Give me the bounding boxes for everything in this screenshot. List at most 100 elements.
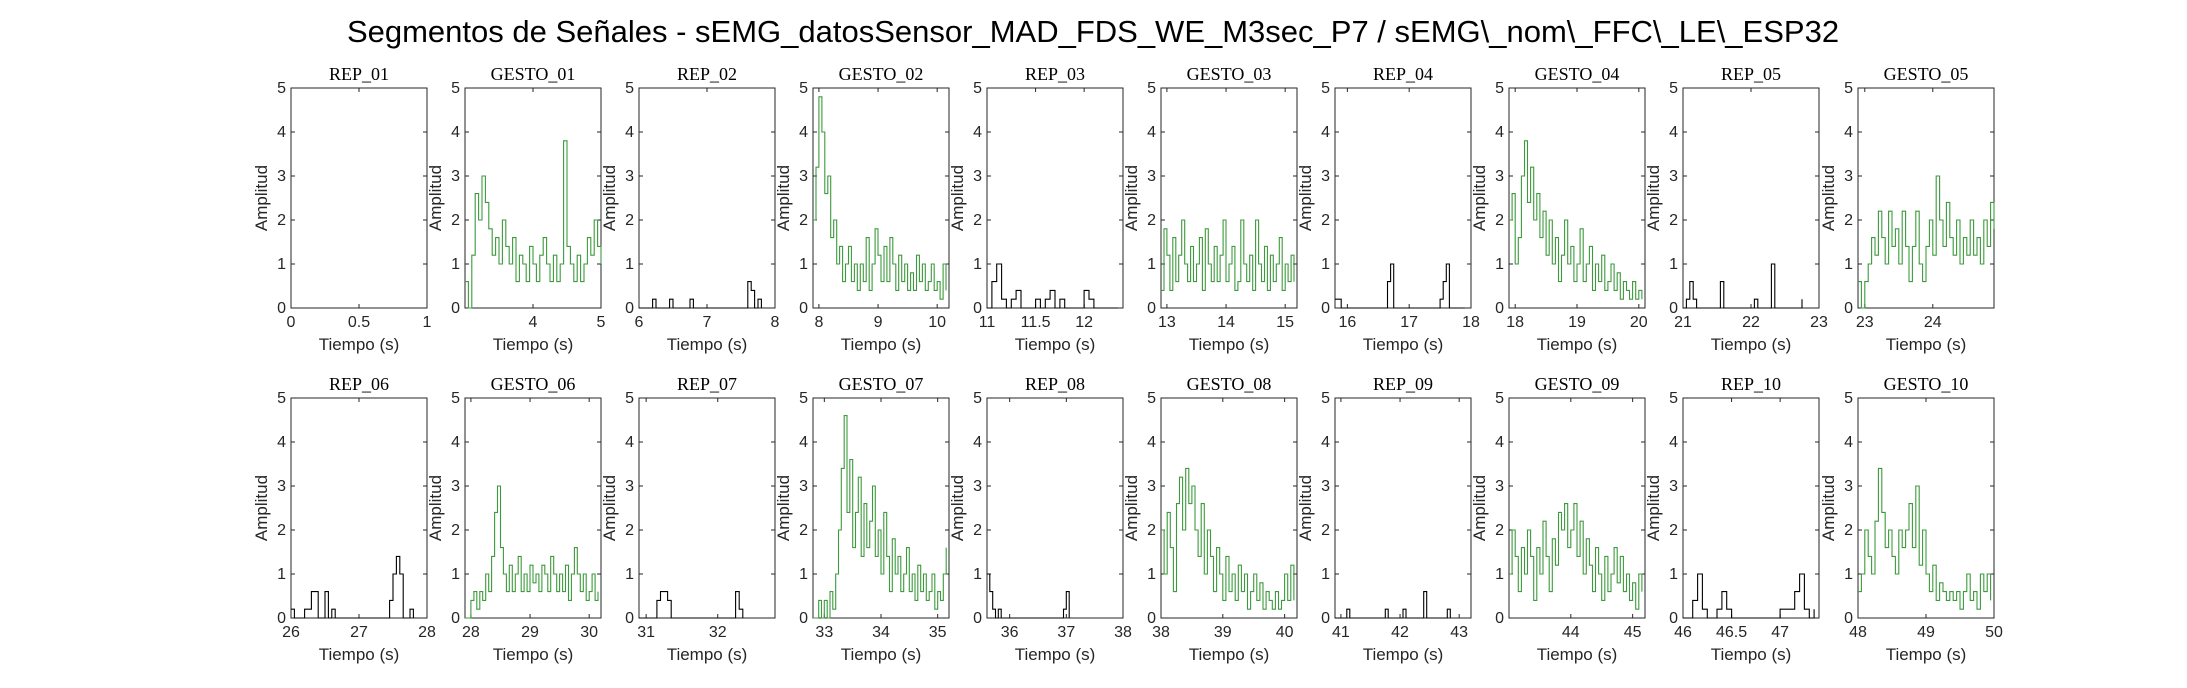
signal-line: [1161, 467, 1295, 610]
y-tick-label: 4: [1495, 434, 1504, 451]
y-tick-label: 4: [1321, 124, 1330, 141]
x-tick-label: 27: [350, 624, 368, 641]
signal-line: [291, 555, 414, 619]
y-tick-label: 1: [625, 256, 634, 273]
y-axis-label: Amplitud: [948, 165, 967, 231]
x-tick-label: 14: [1217, 314, 1235, 331]
x-axis-label: Tiempo (s): [1363, 645, 1444, 664]
x-tick-label: 46: [1674, 624, 1692, 641]
y-tick-label: 0: [451, 610, 460, 627]
x-tick-label: 20: [1630, 314, 1648, 331]
y-tick-label: 1: [1669, 566, 1678, 583]
y-tick-label: 3: [1844, 168, 1853, 185]
x-axis-label: Tiempo (s): [493, 645, 574, 664]
y-tick-label: 1: [277, 566, 286, 583]
x-axis-label: Tiempo (s): [1711, 335, 1792, 354]
subplot-title: REP_04: [1373, 64, 1433, 84]
subplot-title: GESTO_10: [1884, 374, 1969, 394]
y-axis-label: Amplitud: [1122, 475, 1141, 541]
subplot-gesto-02: GESTO_02 0 1 2 3 4 5 8 9 10 Tiempo (s) Amplitud: [774, 64, 950, 354]
x-tick-label: 32: [709, 624, 727, 641]
x-axis-label: Tiempo (s): [1537, 335, 1618, 354]
axes-box: [812, 397, 950, 619]
y-tick-label: 0: [625, 300, 634, 317]
y-tick-label: 4: [1495, 124, 1504, 141]
y-tick-label: 0: [973, 610, 982, 627]
y-tick-label: 1: [451, 566, 460, 583]
x-tick-label: 31: [637, 624, 655, 641]
x-tick-label: 35: [929, 624, 947, 641]
y-tick-label: 4: [277, 124, 286, 141]
y-tick-label: 5: [799, 390, 808, 407]
subplot-rep-01: REP_01 0 1 2 3 4 5 0 0.5 1 Tiempo (s) Amplitud: [252, 64, 432, 354]
x-axis-label: Tiempo (s): [1189, 645, 1270, 664]
y-tick-label: 0: [277, 610, 286, 627]
x-axis-label: Tiempo (s): [667, 645, 748, 664]
subplot-title: REP_08: [1025, 374, 1085, 394]
x-tick-label: 38: [1152, 624, 1170, 641]
x-tick-label: 5: [597, 314, 606, 331]
y-tick-label: 2: [1669, 212, 1678, 229]
subplot-rep-04: REP_04 0 1 2 3 4 5 16 17 18 Tiempo (s) Amplitud: [1296, 64, 1480, 354]
y-tick-label: 4: [277, 434, 286, 451]
y-tick-label: 3: [625, 168, 634, 185]
subplot-rep-06: REP_06 0 1 2 3 4 5 26 27 28 Tiempo (s) Amplitud: [252, 374, 436, 664]
x-tick-label: 23: [1856, 314, 1874, 331]
x-tick-label: 44: [1562, 624, 1580, 641]
y-tick-label: 4: [451, 434, 460, 451]
x-tick-label: 0: [287, 314, 296, 331]
x-tick-label: 19: [1568, 314, 1586, 331]
x-axis-label: Tiempo (s): [1189, 335, 1270, 354]
y-tick-label: 3: [1321, 168, 1330, 185]
y-tick-label: 0: [1321, 610, 1330, 627]
y-tick-label: 5: [451, 80, 460, 97]
x-axis-label: Tiempo (s): [1015, 335, 1096, 354]
subplot-rep-02: REP_02 0 1 2 3 4 5 6 7 8 Tiempo (s) Amplitud: [600, 64, 780, 354]
y-tick-label: 1: [625, 566, 634, 583]
axes-box: [1334, 397, 1472, 619]
y-tick-label: 1: [1321, 566, 1330, 583]
y-tick-label: 3: [277, 168, 286, 185]
x-tick-label: 43: [1450, 624, 1468, 641]
y-tick-label: 5: [277, 80, 286, 97]
x-tick-label: 17: [1400, 314, 1418, 331]
y-axis-label: Amplitud: [252, 165, 271, 231]
y-axis-label: Amplitud: [1296, 475, 1315, 541]
y-tick-label: 2: [277, 522, 286, 539]
x-tick-label: 13: [1158, 314, 1176, 331]
x-tick-label: 49: [1917, 624, 1935, 641]
x-tick-label: 37: [1057, 624, 1075, 641]
y-tick-label: 3: [451, 478, 460, 495]
axes-box: [290, 397, 428, 619]
axes-box: [1682, 397, 1820, 619]
y-tick-label: 0: [1495, 300, 1504, 317]
y-tick-label: 4: [451, 124, 460, 141]
axes-box: [638, 397, 776, 619]
x-tick-label: 34: [872, 624, 890, 641]
y-tick-label: 5: [625, 390, 634, 407]
x-tick-label: 42: [1391, 624, 1409, 641]
y-axis-label: Amplitud: [1470, 165, 1489, 231]
signal-line: [465, 140, 602, 309]
y-axis-label: Amplitud: [1296, 165, 1315, 231]
y-tick-label: 5: [1147, 80, 1156, 97]
signal-line: [1161, 219, 1295, 291]
y-tick-label: 0: [277, 300, 286, 317]
x-tick-label: 11: [979, 314, 996, 331]
x-axis-label: Tiempo (s): [1537, 645, 1618, 664]
y-tick-label: 1: [1844, 566, 1853, 583]
subplot-title: REP_07: [677, 374, 737, 394]
y-tick-label: 0: [973, 300, 982, 317]
x-axis-label: Tiempo (s): [1886, 645, 1967, 664]
subplot-title: GESTO_05: [1884, 64, 1969, 84]
y-tick-label: 5: [1495, 80, 1504, 97]
x-axis-label: Tiempo (s): [1015, 645, 1096, 664]
y-tick-label: 2: [277, 212, 286, 229]
axes-box: [986, 87, 1124, 309]
y-tick-label: 4: [973, 124, 982, 141]
y-tick-label: 5: [277, 390, 286, 407]
y-tick-label: 3: [277, 478, 286, 495]
subplot-title: REP_03: [1025, 64, 1085, 84]
y-tick-label: 5: [1844, 80, 1853, 97]
y-tick-label: 1: [1147, 566, 1156, 583]
